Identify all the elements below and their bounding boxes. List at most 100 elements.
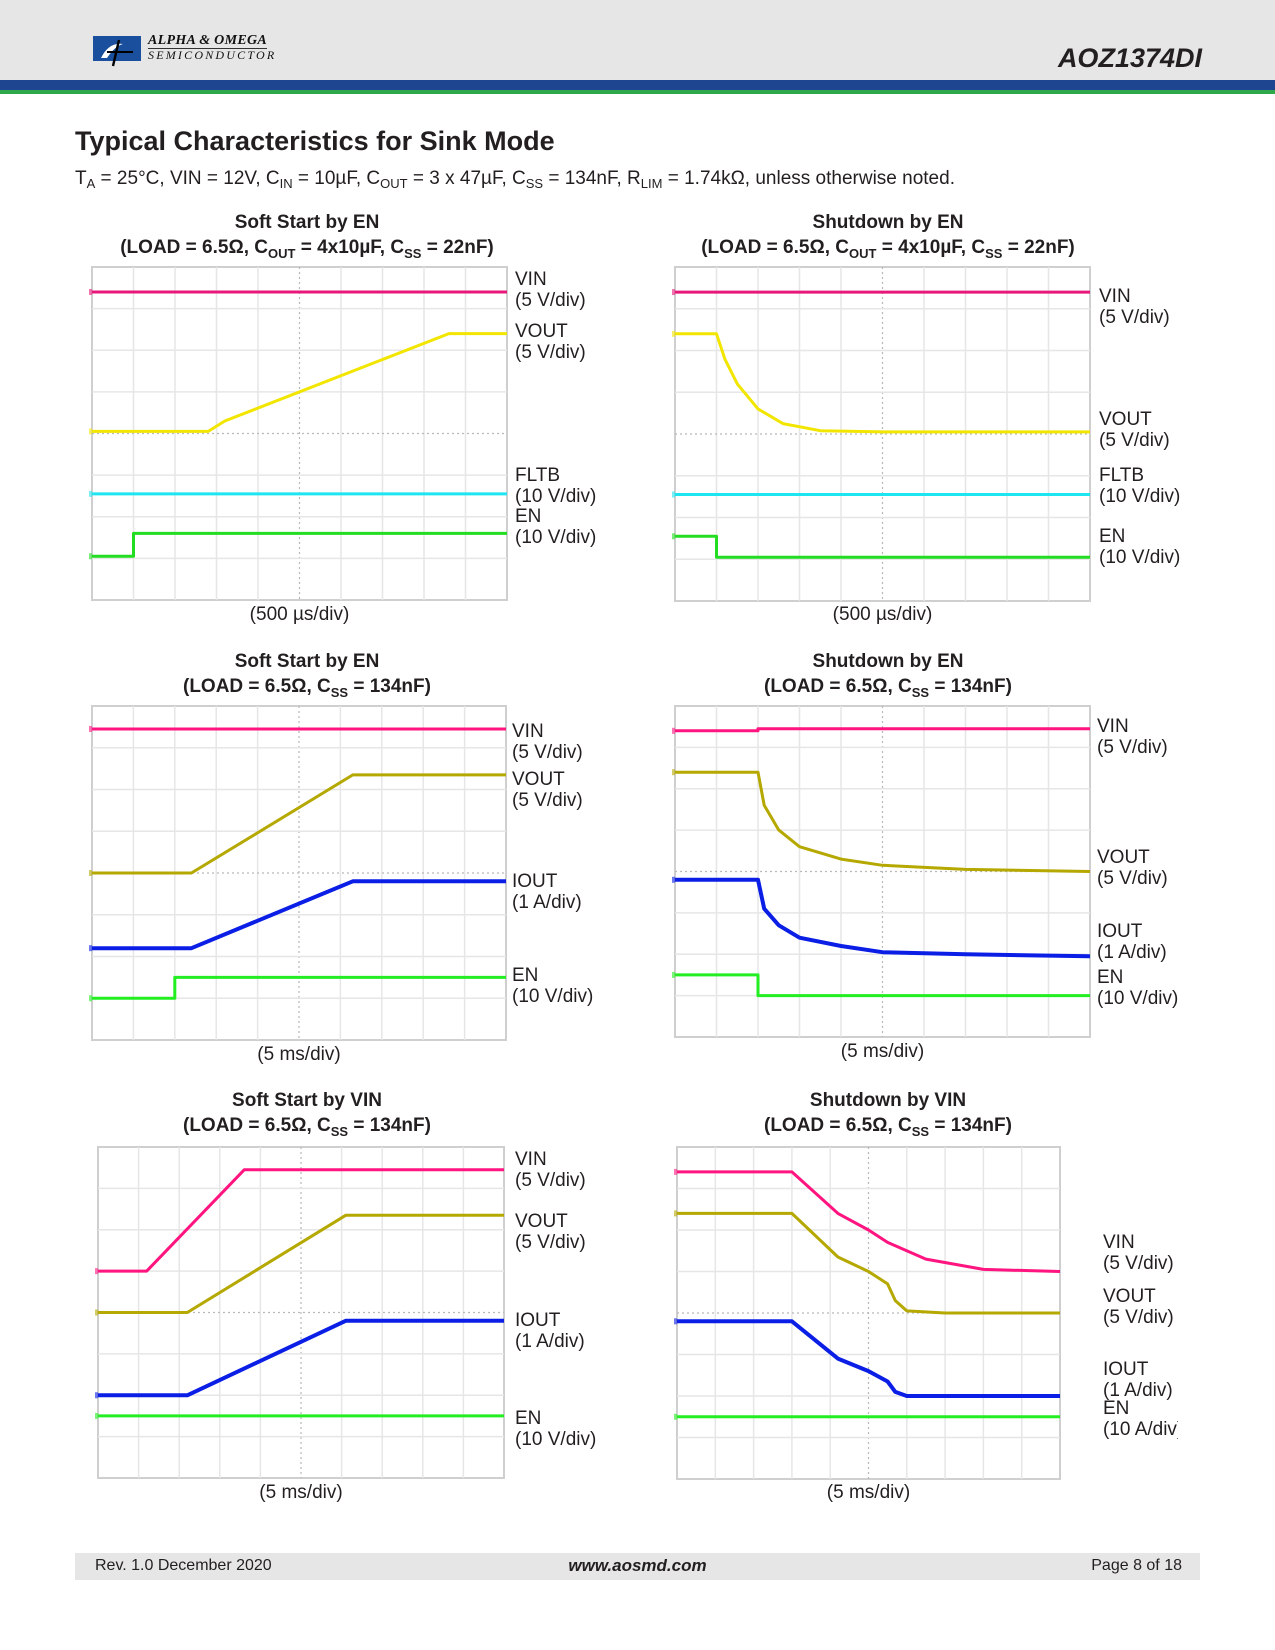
subtitle-subscript: SS	[404, 246, 422, 261]
cond-cout-sub: OUT	[380, 176, 408, 191]
header-band-blue	[0, 80, 1275, 90]
trace-label-vin: VIN (5 V/div)	[515, 1149, 586, 1191]
trace-scale: (5 V/div)	[515, 1170, 586, 1192]
channel-marker-en	[674, 1413, 677, 1420]
cond-rlim-sub: LIM	[640, 176, 663, 191]
trace-scale: (5 V/div)	[1103, 1307, 1174, 1329]
channel-marker-vin	[89, 725, 92, 732]
trace-label-vout: VOUT (5 V/div)	[515, 321, 586, 363]
trace-name: FLTB	[1099, 465, 1145, 487]
trace-name: VIN	[1099, 285, 1131, 307]
trace-scale: (5 V/div)	[515, 1232, 586, 1254]
trace-scale: (1 A/div)	[515, 1331, 585, 1353]
trace-label-vin: VIN (5 V/div)	[1097, 716, 1168, 758]
trace-vout	[92, 773, 506, 875]
oscilloscope-plot	[89, 705, 507, 1041]
trace-vin	[677, 1170, 1061, 1273]
trace-label-vin: VIN (5 V/div)	[1099, 286, 1170, 328]
chart-title-main: Soft Start by VIN	[232, 1090, 382, 1111]
channel-marker-vout	[672, 769, 675, 776]
logo-text-primary: ALPHA & OMEGA	[148, 33, 268, 49]
chart-subtitle: (LOAD = 6.5Ω, COUT = 4x10µF, CSS = 22nF)	[588, 235, 1188, 260]
channel-marker-vout	[674, 1210, 677, 1217]
trace-vout	[98, 1213, 504, 1314]
trace-name: VOUT	[515, 1211, 568, 1233]
trace-label-en: EN (10 V/div)	[512, 965, 593, 1007]
channel-marker-vout	[89, 428, 92, 435]
trace-name: VOUT	[515, 321, 568, 343]
chart-title-main: Shutdown by VIN	[809, 1090, 967, 1111]
cond-ta-sub: A	[86, 176, 96, 191]
trace-scale: (1 A/div)	[1103, 1379, 1173, 1401]
trace-name: IOUT	[512, 870, 558, 892]
subtitle-subscript: SS	[330, 685, 349, 700]
trace-name: EN	[515, 1407, 542, 1429]
channel-marker-vin	[674, 1168, 677, 1175]
channel-marker-vin	[672, 727, 675, 734]
trace-label-fltb: FLTB (10 V/div)	[515, 465, 596, 507]
trace-label-en: EN (10 V/div)	[515, 1408, 596, 1450]
trace-name: VOUT	[1097, 846, 1150, 868]
trace-iout	[675, 877, 1091, 959]
trace-scale: (10 V/div)	[1099, 546, 1181, 568]
subtitle-text: (LOAD = 6.5Ω, C	[764, 676, 912, 697]
chart-subtitle: (LOAD = 6.5Ω, CSS = 134nF)	[7, 1113, 607, 1138]
cond-ta-val: = 25°C, VIN = 12V, C	[95, 168, 280, 189]
chart-title: Soft Start by VIN (LOAD = 6.5Ω, CSS = 134…	[7, 1088, 607, 1138]
x-axis-label: (5 ms/div)	[826, 1482, 911, 1503]
trace-name: EN	[1097, 966, 1124, 988]
subtitle-text: (LOAD = 6.5Ω, C	[701, 237, 849, 258]
trace-scale: (5 V/div)	[1099, 306, 1170, 328]
trace-name: EN	[1103, 1398, 1130, 1420]
trace-name: EN	[1099, 525, 1126, 547]
trace-vin	[98, 1168, 504, 1273]
footer-website-link[interactable]: www.aosmd.com	[568, 1556, 707, 1575]
chart-subtitle: (LOAD = 6.5Ω, CSS = 134nF)	[588, 1113, 1188, 1138]
cond-cout-val: = 3 x 47µF, C	[407, 168, 526, 189]
trace-name: IOUT	[1097, 921, 1143, 943]
trace-name: FLTB	[515, 464, 561, 486]
chart-title: Shutdown by VIN (LOAD = 6.5Ω, CSS = 134nF…	[588, 1088, 1188, 1138]
subtitle-text: = 134nF)	[348, 676, 431, 697]
trace-name: IOUT	[1103, 1358, 1149, 1380]
subtitle-text: = 22nF)	[421, 237, 494, 258]
cond-css-val: = 134nF, R	[543, 168, 641, 189]
trace-label-vout: VOUT (5 V/div)	[515, 1211, 586, 1253]
page-header	[0, 0, 1275, 80]
trace-label-iout: IOUT (1 A/div)	[1097, 921, 1167, 963]
trace-vin	[675, 727, 1090, 733]
subtitle-text: = 4x10µF, C	[876, 237, 986, 258]
chart-title-main: Shutdown by EN	[812, 651, 964, 672]
channel-marker-vin	[95, 1268, 98, 1275]
cond-cin-sub: IN	[279, 176, 293, 191]
subtitle-subscript: SS	[911, 1124, 930, 1139]
cond-css-sub: SS	[525, 176, 544, 191]
chart-title-main: Shutdown by EN	[812, 212, 964, 233]
channel-marker-en	[89, 995, 92, 1002]
trace-scale: (10 V/div)	[1099, 486, 1181, 508]
channel-marker-en	[95, 1412, 98, 1419]
trace-label-vout: VOUT (5 V/div)	[1097, 847, 1168, 889]
chart-subtitle: (LOAD = 6.5Ω, CSS = 134nF)	[7, 674, 607, 699]
trace-label-vout: VOUT (5 V/div)	[1099, 409, 1170, 451]
trace-scale: (10 V/div)	[1097, 987, 1179, 1009]
channel-marker-vin	[89, 288, 92, 295]
trace-label-en: EN (10 V/div)	[515, 506, 596, 548]
trace-vout	[92, 332, 507, 433]
subtitle-text: (LOAD = 6.5Ω, C	[183, 676, 331, 697]
oscilloscope-plot	[672, 266, 1091, 602]
footer-page-number: Page 8 of 18	[1091, 1557, 1182, 1574]
channel-marker-fltb	[89, 490, 92, 497]
page-title: Typical Characteristics for Sink Mode	[75, 126, 555, 156]
chart-subtitle: (LOAD = 6.5Ω, COUT = 4x10µF, CSS = 22nF)	[7, 235, 607, 260]
trace-en	[92, 531, 507, 558]
chart-title-main: Soft Start by EN	[234, 651, 380, 672]
company-logo-icon	[93, 36, 141, 67]
header-band-green	[0, 90, 1275, 94]
subtitle-text: = 134nF)	[929, 1115, 1012, 1136]
trace-label-iout: IOUT (1 A/div)	[512, 871, 582, 913]
channel-marker-iout	[672, 876, 675, 883]
trace-name: VOUT	[1103, 1286, 1156, 1308]
channel-marker-vout	[89, 870, 92, 876]
trace-iout	[677, 1319, 1060, 1398]
